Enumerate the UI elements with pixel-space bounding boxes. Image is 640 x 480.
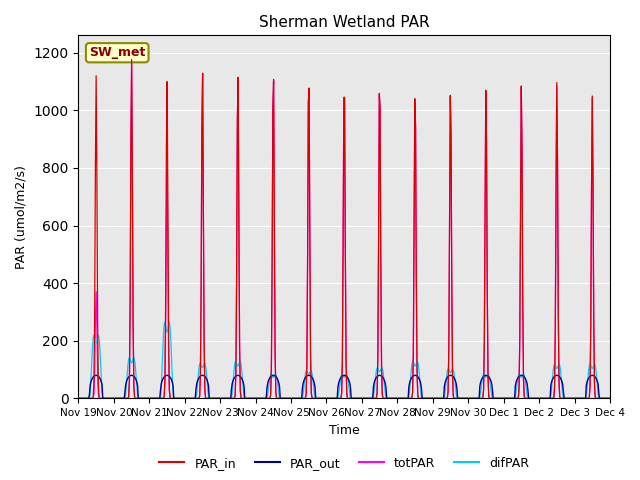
Text: SW_met: SW_met bbox=[89, 46, 145, 59]
Title: Sherman Wetland PAR: Sherman Wetland PAR bbox=[259, 15, 429, 30]
Y-axis label: PAR (umol/m2/s): PAR (umol/m2/s) bbox=[15, 165, 28, 269]
Legend: PAR_in, PAR_out, totPAR, difPAR: PAR_in, PAR_out, totPAR, difPAR bbox=[154, 452, 534, 475]
X-axis label: Time: Time bbox=[329, 424, 360, 437]
